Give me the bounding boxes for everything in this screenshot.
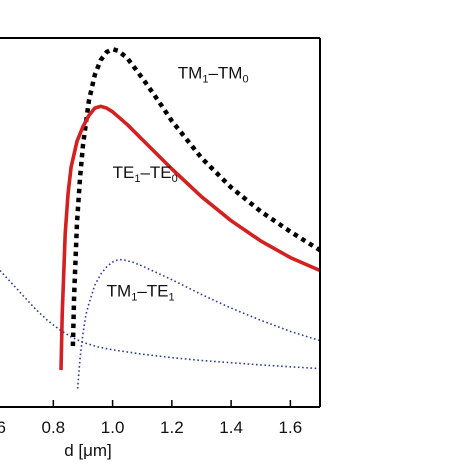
x-axis-ticks: [52, 400, 292, 407]
x-axis-tick-labels: 0.8 1.0 1.2 1.4 1.6 0.6: [0, 418, 302, 437]
plot-curves: [0, 46, 322, 389]
x-axis-label: d [μm]: [64, 441, 112, 460]
series-te1-te0-line: [59, 104, 321, 371]
x-tick-label: 1.6: [279, 418, 303, 437]
curve-label-te1-te0: TE1–TE0: [113, 163, 178, 185]
series-tm1-tm0-line: [70, 46, 322, 347]
series-tm1-te1-line: [76, 258, 321, 389]
plot-frame: [0, 37, 321, 408]
x-tick-label: 1.4: [219, 418, 243, 437]
x-tick-label-clipped: 0.6: [0, 418, 6, 437]
x-tick-label: 0.8: [42, 418, 66, 437]
curve-labels: TM1–TM0 TE1–TE0 TM1–TE1: [107, 64, 249, 304]
series-unlabeled-3-line: [0, 269, 321, 370]
curve-label-tm1-te1: TM1–TE1: [107, 281, 175, 303]
x-tick-label: 1.2: [160, 418, 184, 437]
curve-label-tm1-tm0: TM1–TM0: [178, 64, 249, 86]
x-tick-label: 1.0: [101, 418, 125, 437]
